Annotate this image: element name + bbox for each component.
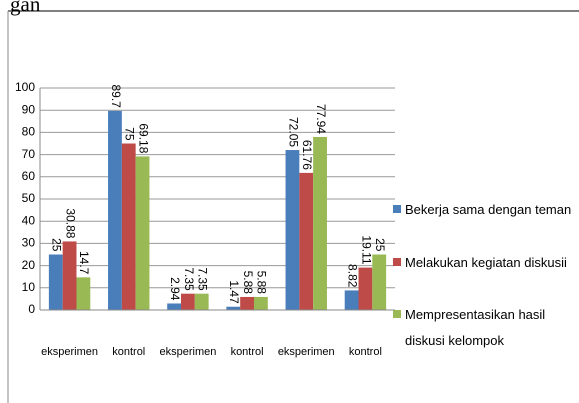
- bar: [358, 267, 373, 310]
- y-tick-label: 90: [22, 102, 36, 116]
- bar: [299, 172, 314, 310]
- y-tick-label: 80: [22, 125, 36, 139]
- value-label: 1.47: [227, 280, 241, 304]
- x-tick-label: eksperimen: [278, 346, 335, 358]
- value-label: 89.7: [109, 85, 123, 109]
- value-label: 19.11: [359, 235, 373, 264]
- bar: [62, 241, 77, 310]
- y-tick-label: 30: [22, 236, 36, 250]
- value-label: 75: [123, 127, 137, 141]
- y-tick-label: 40: [22, 213, 36, 227]
- bar: [135, 156, 150, 310]
- page-text: gan: [10, 0, 41, 16]
- bar: [167, 303, 182, 310]
- legend-entry: Mempresentasikan hasil diskusi kelompok: [393, 302, 575, 354]
- value-label: 72.05: [286, 117, 300, 147]
- bar: [48, 254, 63, 310]
- bar: [313, 136, 327, 310]
- value-label: 77.94: [314, 104, 328, 134]
- bar: [226, 306, 241, 310]
- value-label: 7.35: [182, 267, 196, 291]
- value-label: 2.94: [168, 277, 182, 301]
- y-tick-label: 0: [28, 302, 35, 316]
- value-label: 5.88: [241, 271, 255, 295]
- y-tick-label: 10: [22, 280, 36, 294]
- y-tick-label: 70: [22, 147, 36, 161]
- x-tick-label: eksperimen: [159, 346, 216, 358]
- value-label: 25: [50, 238, 64, 252]
- value-label: 14.7: [77, 251, 91, 275]
- y-tick-label: 50: [22, 191, 36, 205]
- legend-entry: Melakukan kegiatan diskusii: [393, 250, 575, 276]
- x-tick-label: eksperimen: [41, 346, 98, 358]
- value-label: 30.88: [63, 208, 77, 238]
- legend-swatch: [393, 258, 401, 266]
- bar: [181, 293, 195, 310]
- legend-label: Melakukan kegiatan diskusii: [405, 255, 567, 270]
- value-label: 69.18: [136, 123, 150, 153]
- bar: [121, 143, 136, 310]
- bar: [372, 254, 387, 310]
- value-label: 25: [373, 238, 387, 252]
- x-tick-label: kontrol: [349, 346, 382, 358]
- bar: [344, 290, 359, 310]
- bar: [240, 296, 254, 310]
- y-tick-label: 100: [15, 80, 35, 94]
- bar: [108, 110, 122, 310]
- bar: [285, 150, 300, 310]
- legend-swatch: [393, 310, 401, 318]
- bar: [194, 293, 209, 310]
- legend-entry: Bekerja sama dengan teman: [393, 197, 575, 223]
- value-label: 5.88: [255, 271, 269, 295]
- legend-label: Bekerja sama dengan teman: [405, 202, 572, 217]
- x-tick-label: kontrol: [231, 346, 264, 358]
- legend-swatch: [393, 205, 401, 213]
- value-label: 8.82: [345, 264, 359, 288]
- value-label: 7.35: [196, 267, 210, 291]
- x-tick-label: kontrol: [112, 346, 145, 358]
- value-label: 61.76: [300, 140, 314, 170]
- bar: [76, 277, 91, 310]
- y-tick-label: 20: [22, 258, 36, 272]
- legend-label: Mempresentasikan hasil diskusi kelompok: [405, 307, 546, 348]
- bar: [253, 296, 268, 310]
- y-tick-label: 60: [22, 169, 36, 183]
